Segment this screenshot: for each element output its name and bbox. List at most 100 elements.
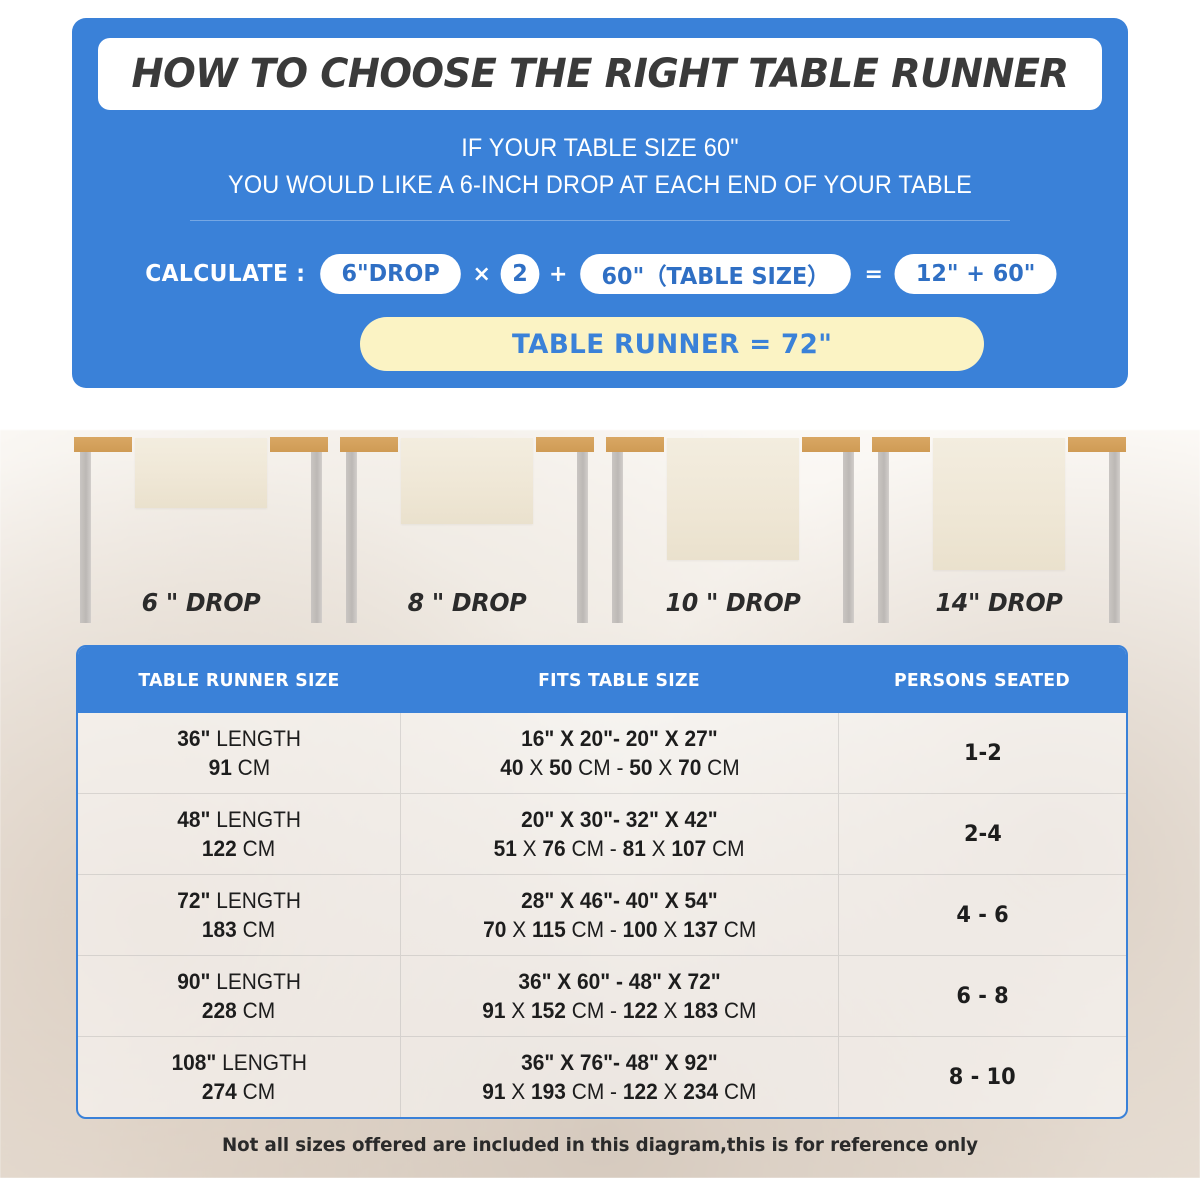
result-badge-label: TABLE RUNNER = 72" <box>511 328 833 360</box>
table-row: 48" LENGTH 122 CM 20" X 30"- 32" X 42" 51 X… <box>78 793 1126 874</box>
table-top-right <box>1068 437 1126 452</box>
cell-runner-size: 90" LENGTH 228 CM <box>78 956 400 1036</box>
drop-illustration: 10 " DROP <box>604 425 862 625</box>
multiply-operator: × <box>472 261 491 287</box>
cell-persons-seated: 4 - 6 <box>838 875 1126 955</box>
table-row: 72" LENGTH 183 CM 28" X 46"- 40" X 54" 70 X… <box>78 874 1126 955</box>
cell-fits-table-size: 20" X 30"- 32" X 42" 51 X 76 CM - 81 X 10… <box>400 794 838 874</box>
plus-operator: + <box>548 261 568 287</box>
fits-size-inches: 16" X 20"- 20" X 27" <box>521 726 718 751</box>
hero-panel: HOW TO CHOOSE THE RIGHT TABLE RUNNER IF … <box>72 18 1128 388</box>
table-row: 90" LENGTH 228 CM 36" X 60" - 48" X 72" 91 … <box>78 955 1126 1036</box>
table-row: 108" LENGTH 274 CM 36" X 76"- 48" X 92" 91 … <box>78 1036 1126 1117</box>
column-header-runner-size: TABLE RUNNER SIZE <box>138 669 340 691</box>
runner-size-cm: 91 CM <box>208 755 270 780</box>
table-runner-fabric <box>401 438 533 524</box>
runner-size-inches: 108" LENGTH <box>171 1050 307 1075</box>
cell-fits-table-size: 28" X 46"- 40" X 54" 70 X 115 CM - 100 X … <box>400 875 838 955</box>
drop-illustration: 14" DROP <box>870 425 1128 625</box>
table-top-right <box>536 437 594 452</box>
table-header-row: TABLE RUNNER SIZE FITS TABLE SIZE PERSON… <box>78 647 1126 713</box>
table-top-left <box>872 437 930 452</box>
cell-fits-table-size: 36" X 76"- 48" X 92" 91 X 193 CM - 122 X … <box>400 1037 838 1117</box>
cell-persons-seated: 8 - 10 <box>838 1037 1126 1117</box>
table-leg-left <box>878 445 889 623</box>
fits-size-inches: 36" X 60" - 48" X 72" <box>518 969 721 994</box>
persons-seated-value: 4 - 6 <box>956 902 1009 928</box>
cell-fits-table-size: 36" X 60" - 48" X 72" 91 X 152 CM - 122 X… <box>400 956 838 1036</box>
page-title: HOW TO CHOOSE THE RIGHT TABLE RUNNER <box>131 51 1070 97</box>
cell-runner-size: 72" LENGTH 183 CM <box>78 875 400 955</box>
table-leg-right <box>311 445 322 623</box>
cell-runner-size: 48" LENGTH 122 CM <box>78 794 400 874</box>
pill-multiplier: 2 <box>500 254 540 294</box>
table-runner-fabric <box>135 438 267 508</box>
fits-size-inches: 28" X 46"- 40" X 54" <box>521 888 718 913</box>
runner-size-cm: 122 CM <box>202 836 276 861</box>
drop-illustration: 8 " DROP <box>338 425 596 625</box>
table-leg-right <box>1109 445 1120 623</box>
size-chart-table: TABLE RUNNER SIZE FITS TABLE SIZE PERSON… <box>76 645 1128 1119</box>
persons-seated-value: 8 - 10 <box>949 1064 1016 1090</box>
pill-drop-value: 6"DROP <box>320 254 462 294</box>
pill-sum: 12" + 60" <box>894 254 1057 294</box>
table-leg-right <box>577 445 588 623</box>
drop-illustrations: 6 " DROP 8 " DROP 10 " DROP 14" DROP <box>72 425 1128 625</box>
table-runner-fabric <box>667 438 799 560</box>
pill-table-size: 60"（TABLE SIZE） <box>580 254 852 294</box>
table-top-left <box>74 437 132 452</box>
cell-runner-size: 36" LENGTH 91 CM <box>78 713 400 793</box>
persons-seated-value: 2-4 <box>963 821 1002 847</box>
result-badge: TABLE RUNNER = 72" <box>360 317 984 371</box>
fits-size-cm: 51 X 76 CM - 81 X 107 CM <box>493 836 745 861</box>
calculation-row: CALCULATE : 6"DROP × 2 + 60"（TABLE SIZE）… <box>72 252 1128 296</box>
hero-subtitle: IF YOUR TABLE SIZE 60" YOU WOULD LIKE A … <box>104 130 1097 204</box>
hero-subtitle-line-1: IF YOUR TABLE SIZE 60" <box>461 134 739 162</box>
table-top-left <box>606 437 664 452</box>
footnote: Not all sizes offered are included in th… <box>222 1134 978 1156</box>
runner-size-inches: 90" LENGTH <box>177 969 301 994</box>
table-leg-left <box>346 445 357 623</box>
runner-size-inches: 72" LENGTH <box>177 888 301 913</box>
runner-size-cm: 183 CM <box>202 917 276 942</box>
drop-label: 14" DROP <box>935 588 1063 617</box>
table-body: 36" LENGTH 91 CM 16" X 20"- 20" X 27" 40 X … <box>78 713 1126 1117</box>
table-top-right <box>802 437 860 452</box>
table-top-right <box>270 437 328 452</box>
cell-fits-table-size: 16" X 20"- 20" X 27" 40 X 50 CM - 50 X 70… <box>400 713 838 793</box>
cell-runner-size: 108" LENGTH 274 CM <box>78 1037 400 1117</box>
runner-size-cm: 274 CM <box>202 1079 276 1104</box>
calculate-label: CALCULATE : <box>144 261 306 287</box>
runner-size-inches: 48" LENGTH <box>177 807 301 832</box>
drop-label: 10 " DROP <box>665 588 801 617</box>
table-top-left <box>340 437 398 452</box>
table-leg-left <box>612 445 623 623</box>
fits-size-inches: 36" X 76"- 48" X 92" <box>521 1050 718 1075</box>
drop-illustration: 6 " DROP <box>72 425 330 625</box>
hero-subtitle-line-2: YOU WOULD LIKE A 6-INCH DROP AT EACH END… <box>227 171 973 199</box>
cell-persons-seated: 1-2 <box>838 713 1126 793</box>
runner-size-cm: 228 CM <box>202 998 276 1023</box>
runner-size-inches: 36" LENGTH <box>177 726 301 751</box>
persons-seated-value: 6 - 8 <box>956 983 1009 1009</box>
column-header-fits-table-size: FITS TABLE SIZE <box>538 669 700 691</box>
cell-persons-seated: 6 - 8 <box>838 956 1126 1036</box>
drop-label: 6 " DROP <box>141 588 261 617</box>
cell-persons-seated: 2-4 <box>838 794 1126 874</box>
table-row: 36" LENGTH 91 CM 16" X 20"- 20" X 27" 40 X … <box>78 713 1126 793</box>
table-leg-left <box>80 445 91 623</box>
column-header-persons-seated: PERSONS SEATED <box>893 669 1071 691</box>
fits-size-cm: 70 X 115 CM - 100 X 137 CM <box>482 917 757 942</box>
table-runner-fabric <box>933 438 1065 570</box>
persons-seated-value: 1-2 <box>963 740 1002 766</box>
fits-size-inches: 20" X 30"- 32" X 42" <box>521 807 718 832</box>
equals-operator: = <box>864 261 883 287</box>
hero-divider <box>190 220 1010 221</box>
drop-label: 8 " DROP <box>407 588 527 617</box>
fits-size-cm: 40 X 50 CM - 50 X 70 CM <box>499 755 740 780</box>
fits-size-cm: 91 X 193 CM - 122 X 234 CM <box>482 1079 757 1104</box>
table-leg-right <box>843 445 854 623</box>
hero-title-box: HOW TO CHOOSE THE RIGHT TABLE RUNNER <box>98 38 1102 110</box>
fits-size-cm: 91 X 152 CM - 122 X 183 CM <box>482 998 757 1023</box>
